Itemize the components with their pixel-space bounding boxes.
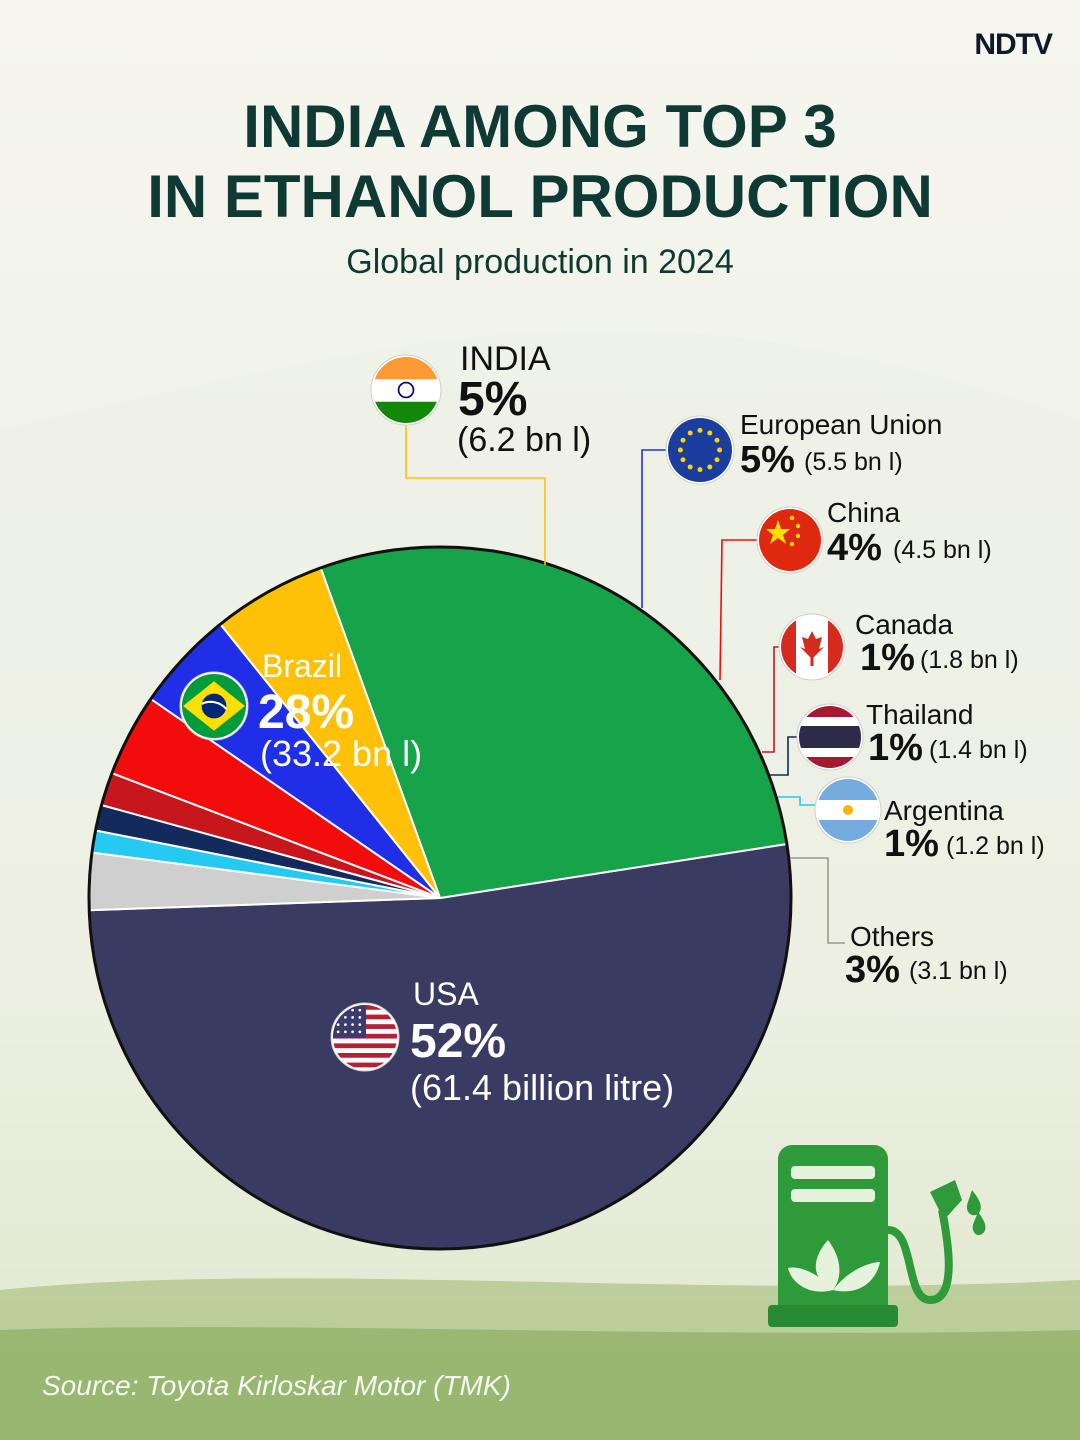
source-note: Source: Toyota Kirloskar Motor (TMK) [42,1370,511,1401]
slice-name-others: Others [850,921,934,952]
leader-line-canada [762,646,781,753]
eu-flag-icon [665,415,735,485]
pie-slices [87,545,793,1251]
leader-line-india [405,425,546,565]
slice-amount-india: (6.2 bn l) [457,421,591,459]
brazil-flag-icon [179,671,249,741]
slice-name-brazil: Brazil [262,648,342,684]
canada-flag-icon [778,613,846,681]
slice-percent-european-union: 5% [740,439,795,481]
slice-amount-usa: (61.4 billion litre) [410,1067,674,1108]
slice-name-canada: Canada [855,609,954,640]
title-line-1: INDIA AMONG TOP 3 [243,93,837,160]
leader-line-thailand [770,736,799,776]
thailand-flag-icon [796,703,864,771]
argentina-flag-icon [814,776,882,844]
brand-logo: NDTV [974,28,1053,61]
slice-percent-brazil: 28% [258,686,354,739]
slice-percent-india: 5% [458,373,527,426]
slice-name-usa: USA [413,976,479,1012]
leader-line-european-union [641,449,668,608]
slice-percent-argentina: 1% [884,823,939,865]
flags [179,354,882,1072]
slice-amount-canada: (1.8 bn l) [920,646,1019,674]
china-flag-icon [756,506,824,574]
ethanol-fuel-pump-icon [768,1145,986,1327]
slice-amount-thailand: (1.4 bn l) [929,736,1028,764]
slice-amount-china: (4.5 bn l) [893,536,992,564]
slice-amount-european-union: (5.5 bn l) [804,448,903,476]
slice-percent-canada: 1% [860,637,915,679]
leader-line-china [719,539,759,681]
title-line-2: IN ETHANOL PRODUCTION [147,163,933,230]
page-title: INDIA AMONG TOP 3 IN ETHANOL PRODUCTION [0,92,1080,232]
slice-amount-argentina: (1.2 bn l) [946,832,1045,860]
slice-name-european-union: European Union [740,409,942,440]
slice-name-thailand: Thailand [866,699,973,730]
us-flag-icon [330,1002,400,1072]
leader-lines [405,425,845,944]
india-flag-icon [370,354,442,426]
slice-name-argentina: Argentina [884,795,1004,826]
slice-amount-brazil: (33.2 bn l) [260,733,422,774]
page-subtitle: Global production in 2024 [346,243,734,281]
slice-percent-china: 4% [827,527,882,569]
leader-line-others [790,857,845,944]
slice-percent-thailand: 1% [868,727,923,769]
pie-outline [87,545,793,1251]
slice-name-india: INDIA [460,340,551,378]
slice-percent-usa: 52% [410,1015,506,1068]
slice-amount-others: (3.1 bn l) [909,957,1008,985]
slice-name-china: China [827,497,901,528]
slice-percent-others: 3% [845,949,900,991]
leader-line-argentina [778,796,817,806]
